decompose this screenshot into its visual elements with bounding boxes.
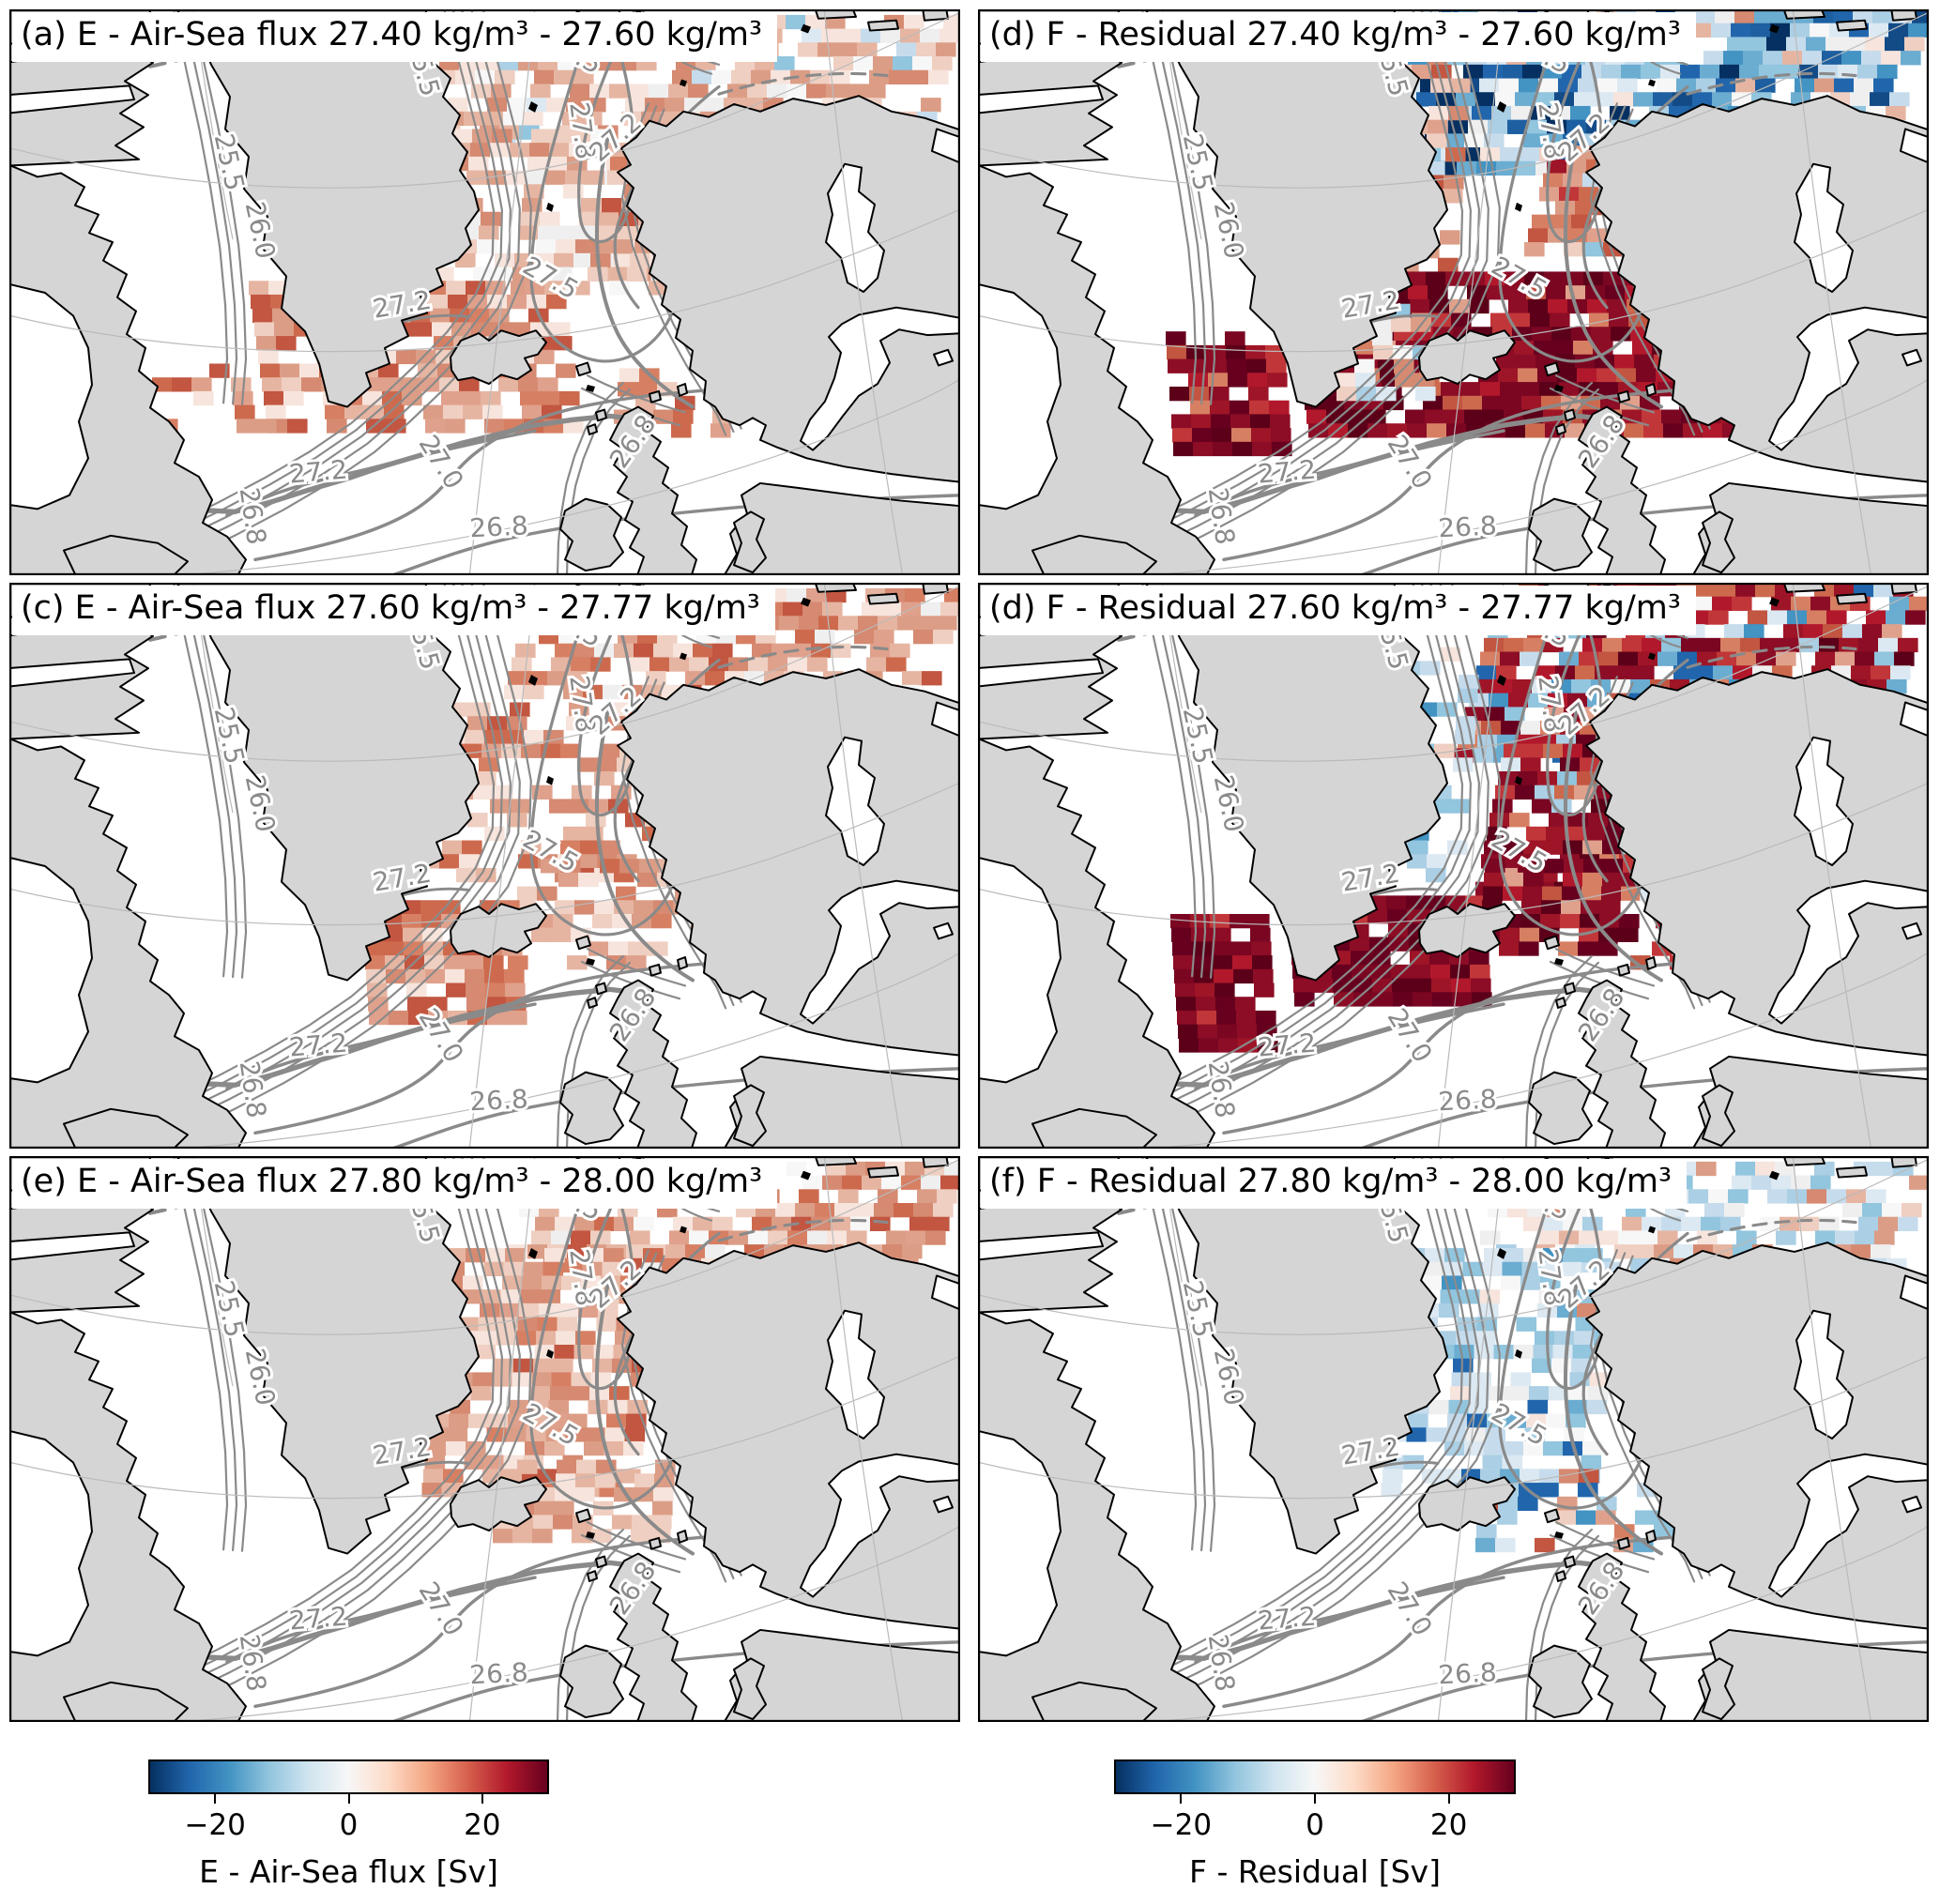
map-d-top: 25.526.025.527.827.527.227.527.227.227.0… [978, 9, 1929, 575]
panel-border [978, 583, 1929, 1149]
islets [528, 23, 811, 392]
colorbar-tick-mark [1447, 1794, 1450, 1804]
colorbar-axis-label: F - Residual [Sv] [1189, 1853, 1441, 1890]
landmass [978, 583, 1929, 1149]
colorbar-tick: 20 [464, 1808, 501, 1842]
svg-text:26.8: 26.8 [1202, 485, 1242, 546]
colorbar-airsea-gradient [148, 1759, 549, 1794]
panel-title-d-mid: (d) F - Residual 27.60 kg/m³ - 27.77 kg/… [981, 586, 1696, 636]
landmass [978, 9, 1929, 575]
panel-title-a: (a) E - Air-Sea flux 27.40 kg/m³ - 27.60… [12, 12, 778, 63]
graticule [978, 583, 1929, 1149]
svg-text:27.2: 27.2 [288, 1601, 349, 1637]
colorbar-tick-mark [214, 1794, 217, 1804]
islets [528, 1170, 811, 1539]
panel-d-top: 25.526.025.527.827.527.227.527.227.227.0… [978, 9, 1929, 575]
svg-text:27.2: 27.2 [288, 1028, 349, 1063]
svg-text:27.2: 27.2 [1257, 1028, 1318, 1063]
islets [528, 597, 811, 966]
panel-border [978, 9, 1929, 575]
landmass [9, 1156, 960, 1722]
svg-text:26.8: 26.8 [469, 1084, 529, 1118]
panel-c: 25.526.025.527.827.527.227.527.227.227.0… [9, 583, 960, 1149]
svg-text:26.8: 26.8 [469, 510, 529, 544]
islets [1497, 23, 1780, 392]
panel-a: 25.526.025.527.827.527.227.527.227.227.0… [9, 9, 960, 575]
panel-border [9, 1156, 960, 1722]
panel-title-e: (e) E - Air-Sea flux 27.80 kg/m³ - 28.00… [12, 1159, 778, 1210]
svg-text:26.8: 26.8 [1438, 1657, 1498, 1691]
colorbar-residual-gradient [1114, 1759, 1516, 1794]
svg-text:27.2: 27.2 [288, 454, 349, 490]
panel-title-d-top: (d) F - Residual 27.40 kg/m³ - 27.60 kg/… [981, 12, 1696, 63]
colorbar-airsea: −20 0 20 E - Air-Sea flux [Sv] [148, 1759, 549, 1891]
svg-text:26.8: 26.8 [1438, 510, 1498, 544]
graticule [9, 1156, 960, 1722]
svg-text:27.2: 27.2 [371, 284, 434, 325]
map-d-mid: 25.526.025.527.827.527.227.527.227.227.0… [978, 583, 1929, 1149]
colorbar-tick-mark [1314, 1794, 1316, 1804]
colorbar-tick: −20 [184, 1808, 246, 1842]
graticule [9, 583, 960, 1149]
colorbar-axis-label: E - Air-Sea flux [Sv] [199, 1853, 498, 1890]
graticule [978, 9, 1929, 575]
panel-border [9, 9, 960, 575]
panel-e: 25.526.025.527.827.527.227.527.227.227.0… [9, 1156, 960, 1722]
panel-border [9, 583, 960, 1149]
svg-text:26.0: 26.0 [239, 1346, 283, 1409]
svg-text:27.2: 27.2 [1257, 454, 1318, 490]
colorbar-tick: 20 [1429, 1808, 1468, 1842]
colorbar-tick: −20 [1150, 1808, 1213, 1842]
map-a: 25.526.025.527.827.527.227.527.227.227.0… [9, 9, 960, 575]
panel-title-c: (c) E - Air-Sea flux 27.60 kg/m³ - 27.77… [12, 586, 775, 636]
panel-border [978, 1156, 1929, 1722]
islets [1497, 1170, 1780, 1539]
colorbar-tick-mark [1180, 1794, 1183, 1804]
map-f: 25.526.025.527.827.527.227.527.227.227.0… [978, 1156, 1929, 1722]
svg-text:26.8: 26.8 [469, 1657, 529, 1691]
colorbar-tick: 0 [339, 1808, 359, 1842]
colorbar-tick-mark [347, 1794, 350, 1804]
panel-f: 25.526.025.527.827.527.227.527.227.227.0… [978, 1156, 1929, 1722]
panel-d-mid: 25.526.025.527.827.527.227.527.227.227.0… [978, 583, 1929, 1149]
svg-text:26.8: 26.8 [1438, 1084, 1498, 1118]
islets [1497, 597, 1780, 966]
colorbar-residual: −20 0 20 F - Residual [Sv] [1114, 1759, 1516, 1891]
landmass [9, 583, 960, 1149]
map-c: 25.526.025.527.827.527.227.527.227.227.0… [9, 583, 960, 1149]
map-e: 25.526.025.527.827.527.227.527.227.227.0… [9, 1156, 960, 1722]
panel-title-f: (f) F - Residual 27.80 kg/m³ - 28.00 kg/… [981, 1159, 1688, 1210]
svg-text:27.2: 27.2 [1257, 1601, 1318, 1637]
colorbar-tick: 0 [1306, 1808, 1324, 1842]
colorbar-tick-mark [481, 1794, 483, 1804]
graticule [978, 1156, 1929, 1722]
